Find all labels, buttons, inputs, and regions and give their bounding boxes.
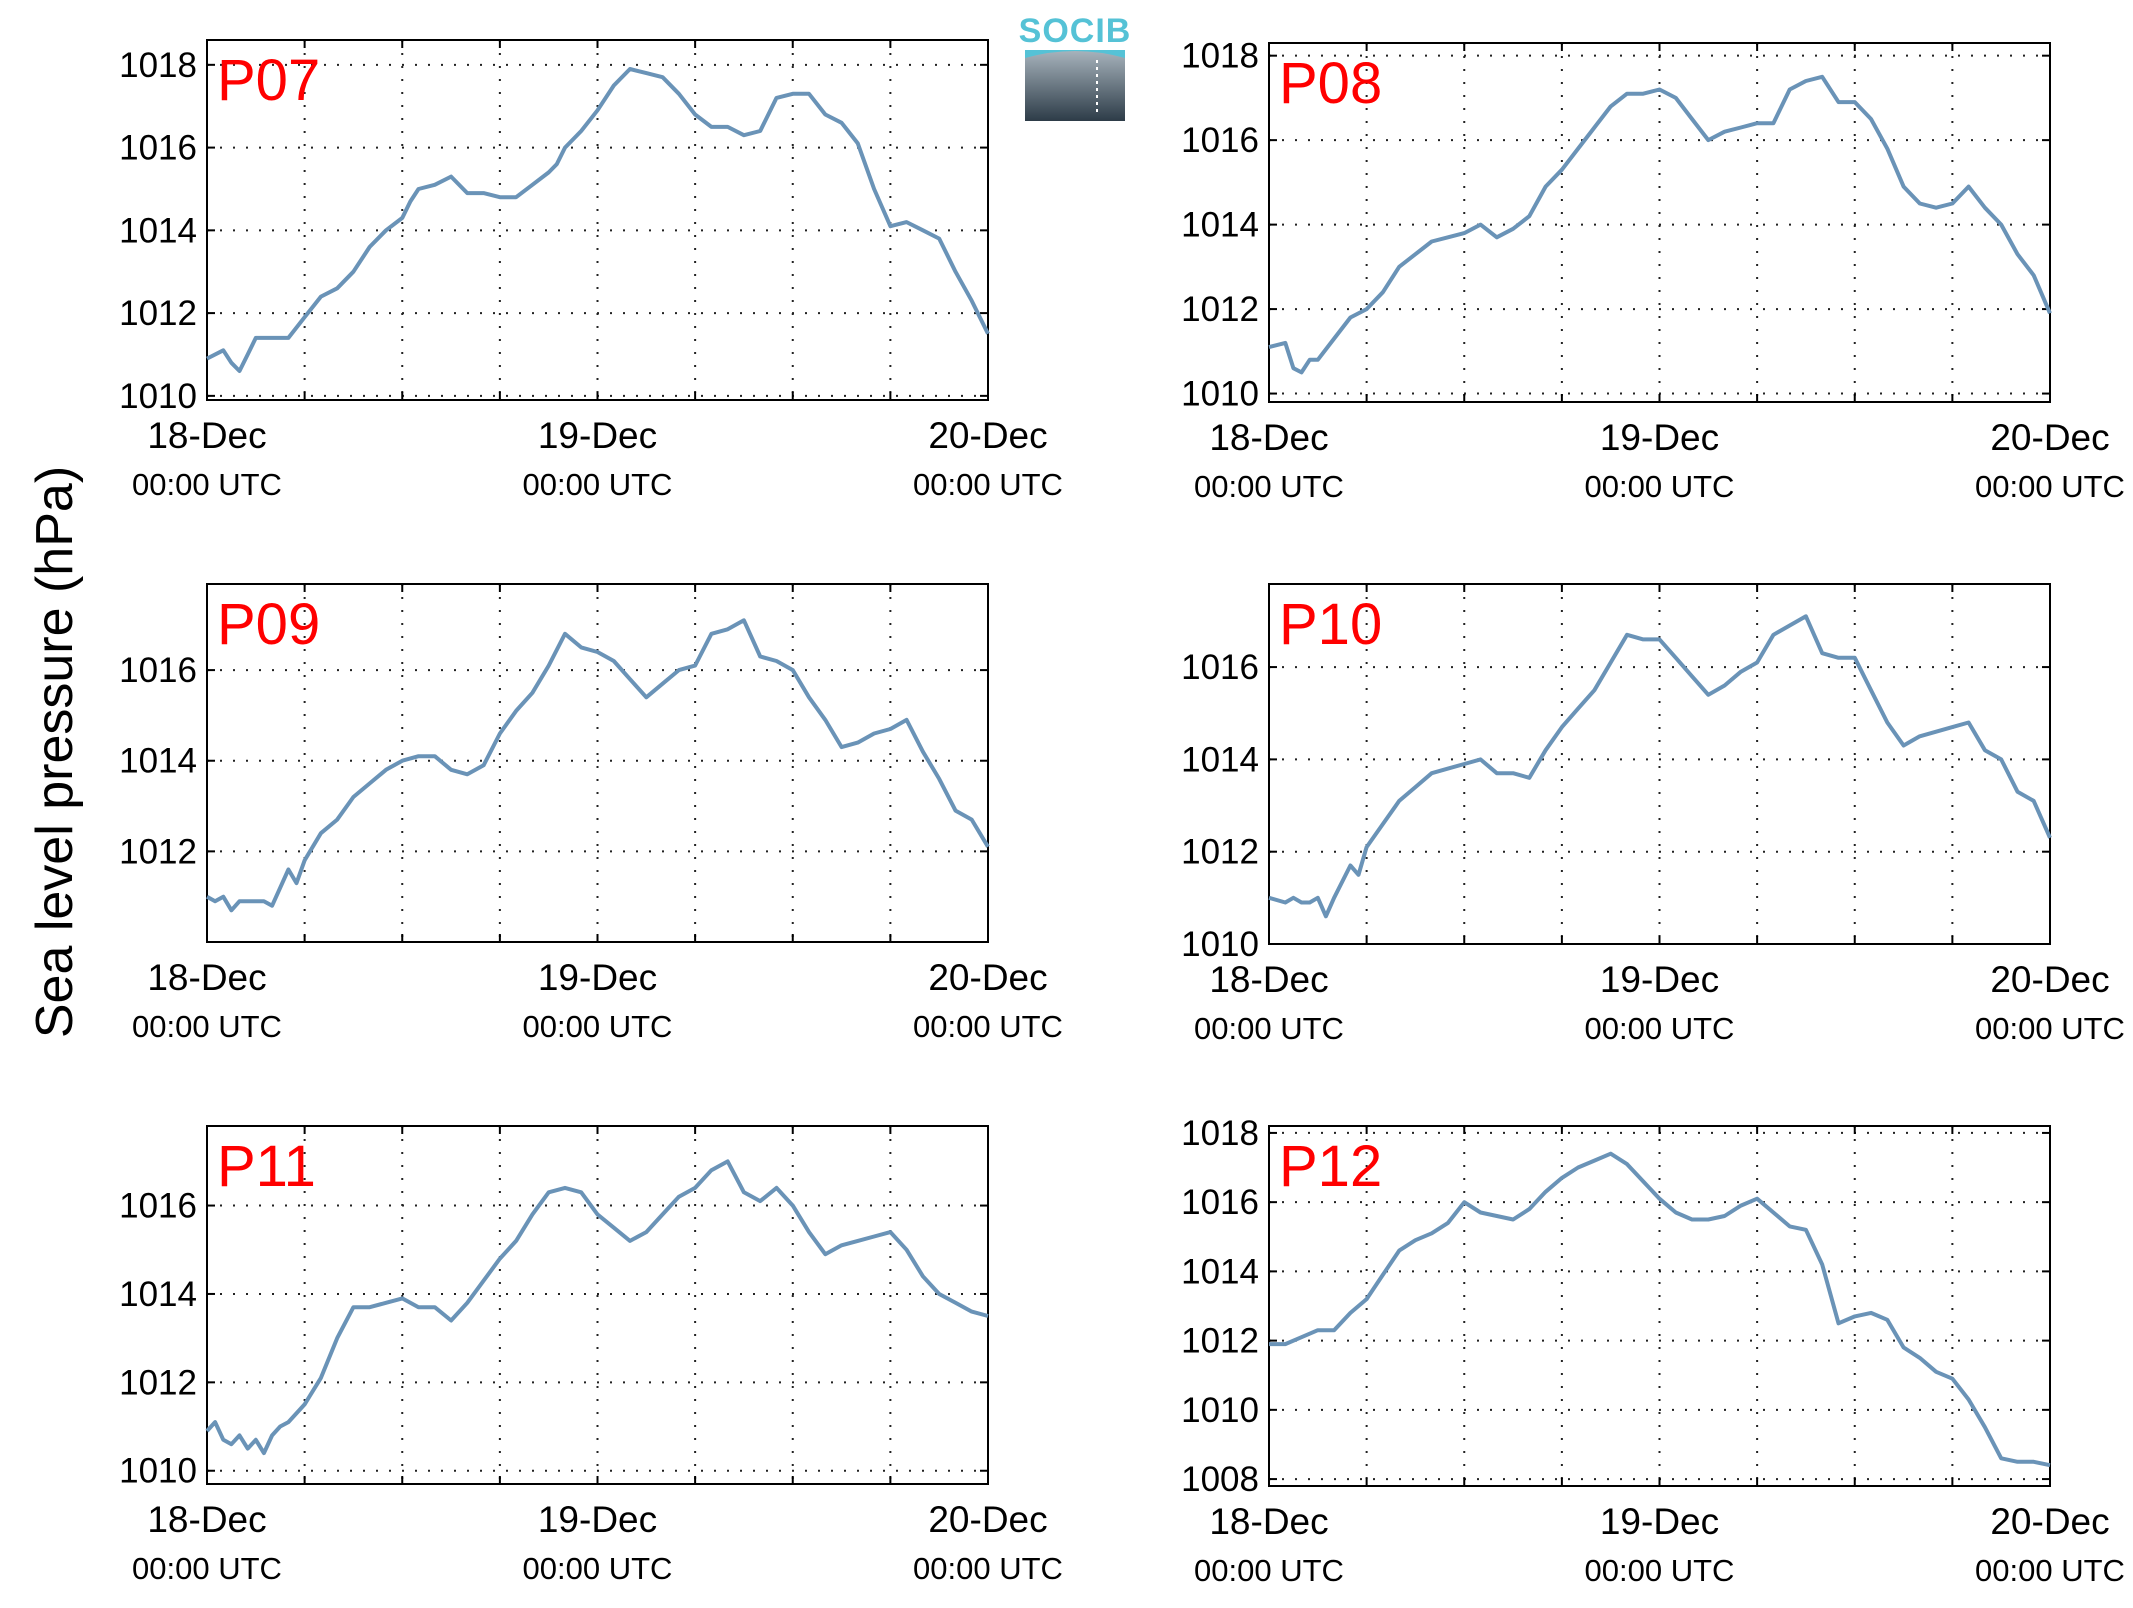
x-tick-date-label: 18-Dec [147, 415, 266, 456]
x-tick-date-label: 20-Dec [1990, 417, 2109, 458]
y-tick-label: 1010 [119, 1452, 197, 1491]
x-tick-date-label: 18-Dec [147, 957, 266, 998]
x-tick-date-label: 18-Dec [1209, 959, 1328, 1000]
y-tick-label: 1010 [1181, 375, 1259, 414]
y-tick-label: 1014 [119, 1275, 197, 1314]
y-tick-label: 1016 [1181, 648, 1259, 687]
x-tick-time-label: 00:00 UTC [913, 1551, 1063, 1586]
x-tick-time-label: 00:00 UTC [1975, 1011, 2125, 1046]
x-tick-time-label: 00:00 UTC [132, 467, 282, 502]
y-tick-label: 1018 [1181, 1114, 1259, 1153]
grid-p08 [1269, 43, 2050, 402]
y-tick-label: 1010 [1181, 925, 1259, 964]
y-tick-label: 1012 [1181, 290, 1259, 329]
panel-label-p12: P12 [1279, 1134, 1382, 1199]
pressure-line-p08 [1268, 74, 2052, 375]
x-tick-date-label: 20-Dec [1990, 959, 2109, 1000]
x-tick-time-label: 00:00 UTC [1194, 469, 1344, 504]
y-tick-label: 1016 [119, 651, 197, 690]
panel-p08: 1010 1012 1014 1016 1018 18-Dec 00:00 UTC 19-De… [1181, 37, 2125, 504]
x-tick-date-label: 20-Dec [928, 957, 1047, 998]
panel-p12: 1008 1010 1012 1014 1016 1018 18-Dec 00:00 UTC 1… [1181, 1114, 2125, 1588]
grid-p09 [207, 584, 988, 942]
y-tick-label: 1010 [1181, 1391, 1259, 1430]
x-tick-date-label: 19-Dec [538, 1499, 657, 1540]
logo-wave [1025, 50, 1125, 58]
y-tick-label: 1014 [119, 742, 197, 781]
y-tick-label: 1012 [1181, 833, 1259, 872]
shared-y-axis-label: Sea level pressure (hPa) [26, 466, 84, 1038]
panel-label-p07: P07 [217, 48, 320, 113]
panels: 1010 1012 1014 1016 1018 18-Dec 00:00 UTC 19-De… [119, 37, 2125, 1588]
x-tick-date-label: 19-Dec [1600, 417, 1719, 458]
x-tick-date-label: 19-Dec [538, 415, 657, 456]
y-tick-label: 1016 [119, 1187, 197, 1226]
x-tick-time-label: 00:00 UTC [523, 1551, 673, 1586]
x-tick-time-label: 00:00 UTC [1585, 1011, 1735, 1046]
x-tick-time-label: 00:00 UTC [1585, 469, 1735, 504]
panel-label-p10: P10 [1279, 592, 1382, 657]
x-tick-time-label: 00:00 UTC [1194, 1553, 1344, 1588]
x-tick-date-label: 19-Dec [538, 957, 657, 998]
pressure-line-p10 [1268, 614, 2052, 919]
y-tick-label: 1014 [119, 211, 197, 250]
panel-label-p11: P11 [217, 1134, 316, 1199]
x-tick-time-label: 00:00 UTC [1975, 1553, 2125, 1588]
x-tick-date-label: 18-Dec [1209, 1501, 1328, 1542]
y-tick-label: 1018 [119, 46, 197, 85]
x-tick-time-label: 00:00 UTC [523, 1009, 673, 1044]
x-tick-date-label: 19-Dec [1600, 959, 1719, 1000]
grid-p11 [207, 1126, 988, 1484]
panel-label-p09: P09 [217, 592, 320, 657]
x-tick-date-label: 20-Dec [1990, 1501, 2109, 1542]
y-tick-label: 1014 [1181, 1252, 1259, 1291]
x-tick-time-label: 00:00 UTC [1194, 1011, 1344, 1046]
x-tick-time-label: 00:00 UTC [132, 1551, 282, 1586]
y-tick-label: 1010 [119, 377, 197, 416]
pressure-line-p12 [1269, 1151, 2051, 1468]
y-tick-label: 1016 [1181, 1183, 1259, 1222]
y-tick-label: 1012 [1181, 1322, 1259, 1361]
x-tick-date-label: 20-Dec [928, 415, 1047, 456]
y-tick-label: 1012 [119, 1363, 197, 1402]
logo-text: SOCIB [1019, 12, 1132, 50]
panel-p07: 1010 1012 1014 1016 1018 18-Dec 00:00 UTC 19-De… [119, 39, 1063, 502]
x-tick-date-label: 18-Dec [1209, 417, 1328, 458]
x-tick-time-label: 00:00 UTC [913, 467, 1063, 502]
grid-p12 [1269, 1126, 2050, 1486]
x-tick-date-label: 20-Dec [928, 1499, 1047, 1540]
y-tick-label: 1014 [1181, 740, 1259, 779]
x-tick-time-label: 00:00 UTC [523, 467, 673, 502]
x-tick-time-label: 00:00 UTC [132, 1009, 282, 1044]
pressure-line-p09 [206, 618, 990, 913]
x-tick-time-label: 00:00 UTC [1585, 1553, 1735, 1588]
y-tick-label: 1012 [119, 294, 197, 333]
y-tick-label: 1018 [1181, 37, 1259, 76]
x-tick-date-label: 19-Dec [1600, 1501, 1719, 1542]
y-tick-label: 1008 [1181, 1460, 1259, 1499]
pressure-line-p07 [206, 67, 990, 373]
y-tick-label: 1016 [1181, 121, 1259, 160]
logo-block [1025, 50, 1125, 121]
x-tick-time-label: 00:00 UTC [1975, 469, 2125, 504]
x-tick-date-label: 18-Dec [147, 1499, 266, 1540]
panel-label-p08: P08 [1279, 51, 1382, 116]
panel-p10: 1010 1012 1014 1016 18-Dec 00:00 UTC 19-Dec 00:… [1181, 583, 2125, 1046]
y-tick-label: 1012 [119, 832, 197, 871]
panel-p11: 1010 1012 1014 1016 18-Dec 00:00 UTC 19-Dec 00:… [119, 1125, 1063, 1586]
socib-logo: SOCIB [1019, 12, 1132, 121]
y-tick-label: 1014 [1181, 206, 1259, 245]
pressure-line-p11 [205, 1159, 989, 1456]
x-tick-time-label: 00:00 UTC [913, 1009, 1063, 1044]
panel-p09: 1012 1014 1016 18-Dec 00:00 UTC 19-Dec 00:00 U… [119, 583, 1063, 1044]
y-tick-label: 1016 [119, 129, 197, 168]
